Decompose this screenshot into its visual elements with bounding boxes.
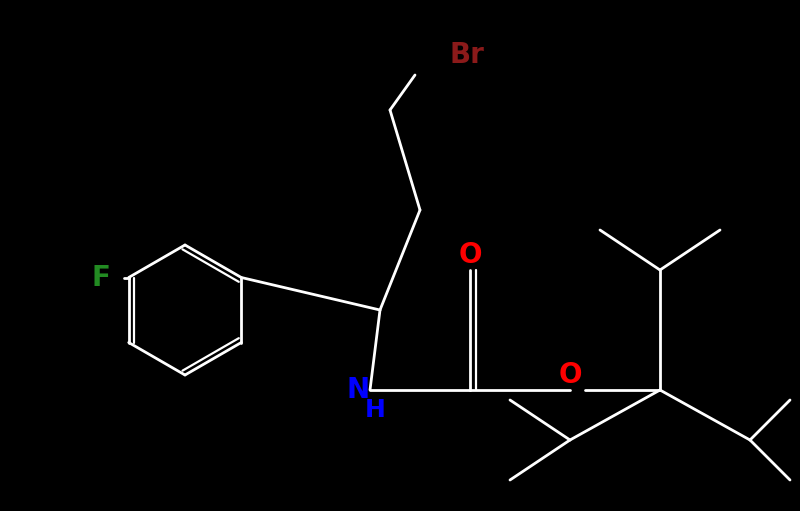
Text: H: H bbox=[365, 398, 386, 422]
Text: O: O bbox=[458, 241, 482, 269]
Text: Br: Br bbox=[450, 41, 485, 69]
Text: O: O bbox=[558, 361, 582, 389]
Text: F: F bbox=[91, 264, 110, 291]
Text: N: N bbox=[346, 376, 370, 404]
